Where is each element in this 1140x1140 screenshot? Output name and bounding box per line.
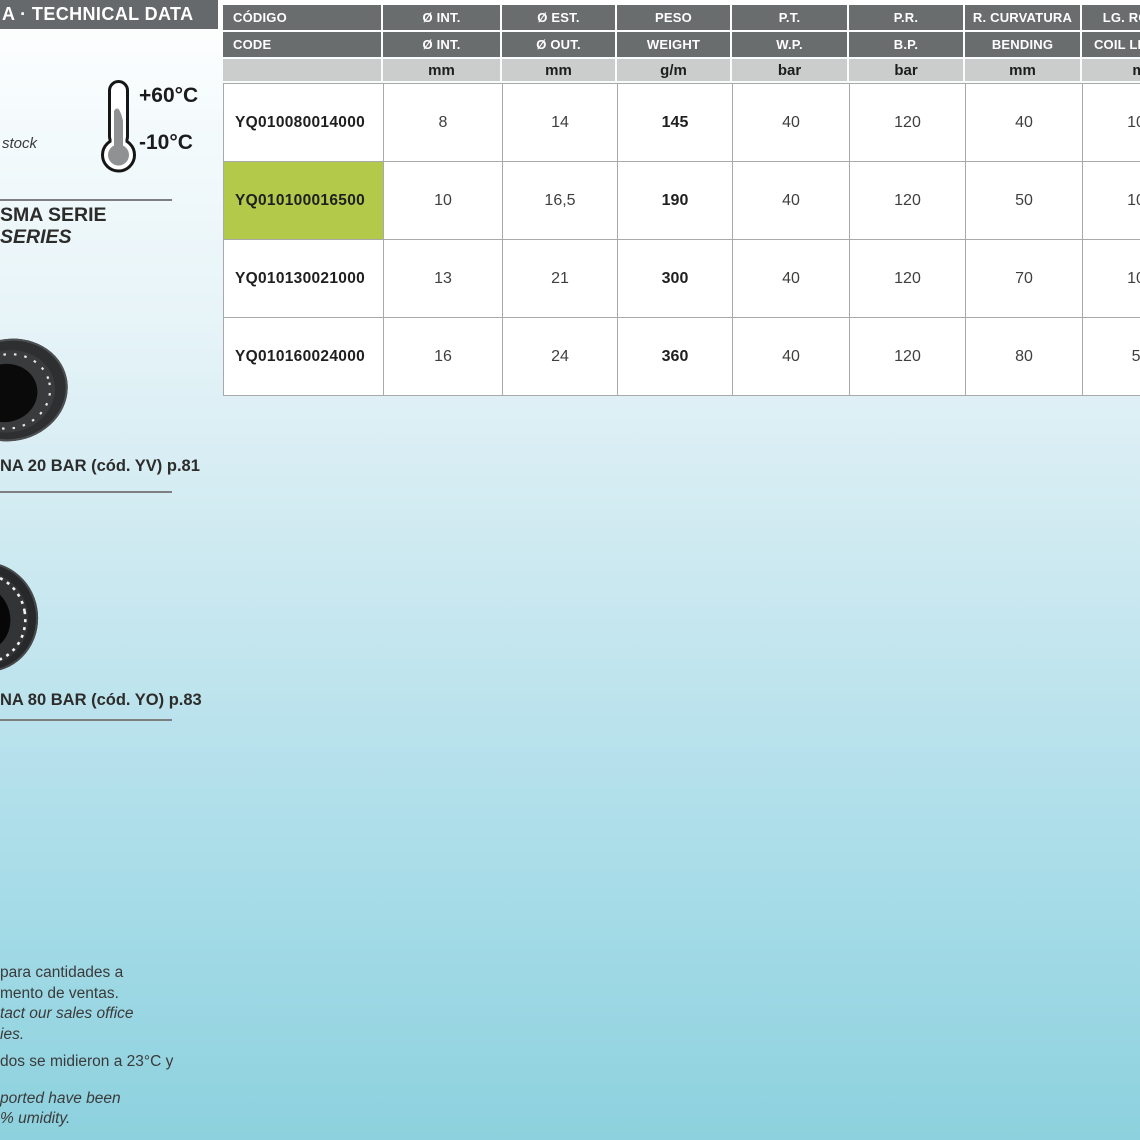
unit-cell <box>223 59 381 81</box>
column-header-es: P.T. <box>732 5 847 30</box>
temperature-max: +60°C <box>139 84 199 107</box>
column-header-es: LG. ROLLO <box>1082 5 1140 30</box>
table-cell: 100 <box>1083 162 1140 240</box>
temperature-min: -10°C <box>139 131 193 154</box>
table-cell: 100 <box>1083 240 1140 318</box>
unit-cell: mm <box>383 59 500 81</box>
table-cell: 14 <box>503 84 618 162</box>
table-cell: 50 <box>1083 318 1140 396</box>
table-cell: 120 <box>850 162 966 240</box>
column-header-en: CODE <box>223 32 381 57</box>
product-code-cell: YQ010130021000 <box>224 240 384 318</box>
column-header-es: R. CURVATURA <box>965 5 1080 30</box>
table-cell: 145 <box>618 84 733 162</box>
unit-cell: bar <box>849 59 963 81</box>
table-cell: 21 <box>503 240 618 318</box>
column-header-en: WEIGHT <box>617 32 730 57</box>
table-cell: 80 <box>966 318 1083 396</box>
footnote-line: tact our sales office <box>0 1005 134 1022</box>
divider <box>0 491 172 493</box>
table-cell: 10 <box>384 162 503 240</box>
technical-data-table: CÓDIGO Ø INT. Ø EST. PESO P.T. P.R. R. C… <box>223 5 1140 396</box>
table-cell: 40 <box>733 162 850 240</box>
column-header-es: Ø EST. <box>502 5 615 30</box>
footnote-line: ported have been <box>0 1089 121 1107</box>
related-product-link-1: NA 20 BAR (cód. YV) p.81 <box>0 457 200 475</box>
thermometer-icon <box>101 80 136 173</box>
table-body: YQ010080014000 8 14 145 40 120 40 100 YQ… <box>223 83 1140 396</box>
stock-note: stock <box>2 135 38 152</box>
unit-cell: m <box>1082 59 1140 81</box>
table-cell: 24 <box>503 318 618 396</box>
column-header-en: B.P. <box>849 32 963 57</box>
unit-cell: mm <box>502 59 615 81</box>
unit-cell: bar <box>732 59 847 81</box>
section-title: A · TECHNICAL DATA <box>2 4 194 24</box>
footnote-line: % umidity. <box>0 1110 71 1127</box>
table-cell: 120 <box>850 318 966 396</box>
table-cell: 100 <box>1083 84 1140 162</box>
table-cell: 16 <box>384 318 503 396</box>
table-cell: 16,5 <box>503 162 618 240</box>
hose-cross-section-image <box>0 338 68 442</box>
hose-cross-section-reinforced-image <box>0 562 39 672</box>
column-header-en: BENDING <box>965 32 1080 57</box>
table-cell: 13 <box>384 240 503 318</box>
table-cell: 70 <box>966 240 1083 318</box>
divider <box>0 719 172 721</box>
units-row: mm mm g/m bar bar mm m <box>223 59 1140 81</box>
footnote-line: ies. <box>0 1025 25 1043</box>
divider <box>0 199 172 201</box>
product-code-cell: YQ010080014000 <box>224 84 384 162</box>
column-header-es: CÓDIGO <box>223 5 381 30</box>
related-product-link-2: NA 80 BAR (cód. YO) p.83 <box>0 691 202 709</box>
product-code-cell: YQ010160024000 <box>224 318 384 396</box>
series-name-en: SERIES <box>0 226 72 248</box>
table-cell: 40 <box>966 84 1083 162</box>
column-header-en: Ø OUT. <box>502 32 615 57</box>
column-header-en: Ø INT. <box>383 32 500 57</box>
column-header-es: PESO <box>617 5 730 30</box>
column-header-en: COIL LENGTH <box>1082 32 1140 57</box>
section-title-bar: A · TECHNICAL DATA <box>0 0 218 29</box>
column-header-en: W.P. <box>732 32 847 57</box>
table-cell: 8 <box>384 84 503 162</box>
unit-cell: mm <box>965 59 1080 81</box>
table-cell: 40 <box>733 318 850 396</box>
footnote-line: dos se midieron a 23°C y <box>0 1053 174 1070</box>
footnote-line: para cantidades a <box>0 964 124 981</box>
column-header-es: Ø INT. <box>383 5 500 30</box>
series-name-es: SMA SERIE <box>0 204 107 226</box>
table-cell: 40 <box>733 240 850 318</box>
table-cell: 190 <box>618 162 733 240</box>
column-header-es: P.R. <box>849 5 963 30</box>
footnote-line: mento de ventas. <box>0 984 119 1002</box>
unit-cell: g/m <box>617 59 730 81</box>
footnotes: para cantidades a mento de ventas. tact … <box>0 963 250 1130</box>
table-cell: 300 <box>618 240 733 318</box>
table-cell: 120 <box>850 84 966 162</box>
table-cell: 40 <box>733 84 850 162</box>
product-code-cell-highlighted: YQ010100016500 <box>224 162 384 240</box>
table-cell: 120 <box>850 240 966 318</box>
table-header: CÓDIGO Ø INT. Ø EST. PESO P.T. P.R. R. C… <box>223 5 1140 57</box>
table-cell: 50 <box>966 162 1083 240</box>
table-cell: 360 <box>618 318 733 396</box>
